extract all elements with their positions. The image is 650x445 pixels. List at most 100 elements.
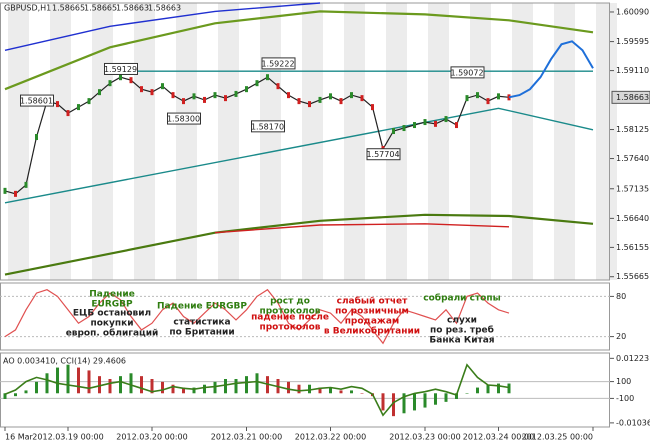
stripe: [596, 3, 617, 280]
ao-bar: [329, 387, 332, 394]
x-tick-label: 2012.03.23 00:00: [389, 433, 460, 442]
oscillator-line: [4, 288, 510, 345]
ao-bar: [35, 381, 38, 394]
news-note: собрали стопы: [423, 293, 500, 304]
price-bar: [171, 92, 175, 99]
price-bar: [192, 93, 196, 100]
price-bar: [444, 116, 448, 123]
price-bar: [203, 96, 206, 103]
news-note: Банка Китая: [429, 336, 494, 346]
price-bar: [77, 104, 80, 111]
news-note: покупки: [90, 319, 133, 329]
price-label: 1.59222: [261, 59, 294, 68]
ao-bar: [444, 393, 448, 402]
price-bar: [308, 101, 311, 108]
ao-bar: [3, 393, 7, 399]
cci-line: [4, 363, 510, 417]
price-label-box: [366, 148, 401, 161]
price-label-box: [261, 57, 296, 70]
news-note: по розничным: [335, 307, 409, 317]
ao-bar: [119, 376, 122, 394]
news-note: ЕЦБ остановил: [73, 309, 151, 319]
stripe: [302, 3, 323, 280]
price-bar: [213, 92, 217, 99]
panel-frame: [0, 282, 610, 351]
ao-bar: [360, 393, 364, 394]
price-label-box: [167, 112, 201, 125]
price-label-box: [251, 120, 285, 133]
price-bar: [108, 80, 112, 87]
stripe: [134, 3, 155, 280]
price-bar: [486, 98, 490, 105]
ao-bar: [434, 393, 437, 405]
news-note: протоколов: [259, 323, 320, 333]
news-note: падение после: [251, 313, 329, 323]
price-bar: [465, 95, 469, 102]
price-bar: [371, 104, 374, 111]
current-price: 1.58663: [616, 93, 649, 102]
price-bar: [339, 98, 343, 105]
ao-bar: [497, 383, 500, 394]
price-bar: [297, 98, 301, 105]
stripe: [512, 3, 533, 280]
channel-line: [4, 107, 594, 204]
news-note: продажам: [345, 317, 400, 327]
price-bar: [476, 92, 479, 99]
ao-bar: [350, 390, 353, 394]
x-tick-label: 2012.03.21 00:00: [211, 433, 282, 442]
y-tick-label: 1.59110: [616, 66, 649, 75]
channel-line: [4, 213, 594, 276]
ao-bar: [287, 381, 290, 394]
session-stripes: [8, 3, 617, 280]
ao-bar: [297, 384, 301, 394]
price-bar: [329, 93, 332, 100]
ao-bar: [455, 393, 458, 399]
ohlc-value: 1.58663: [116, 4, 149, 13]
ao-bar: [224, 379, 227, 394]
ao-bar: [150, 379, 154, 394]
news-note: слухи: [447, 316, 477, 326]
stripe: [344, 3, 365, 280]
price-label: 1.58170: [251, 122, 284, 131]
price-bar: [35, 134, 38, 141]
price-bar: [434, 120, 437, 127]
price-bar: [287, 92, 290, 99]
news-note: по Британии: [169, 328, 234, 338]
ao-bar: [182, 387, 185, 394]
price-label: 1.59129: [104, 65, 137, 74]
y-tick-label: -0.01036: [616, 418, 650, 427]
stripe: [218, 3, 239, 280]
channel-line: [4, 10, 594, 91]
y-tick-label: 100: [616, 377, 631, 386]
ao-bar: [339, 390, 343, 394]
news-note: Падение: [89, 290, 135, 300]
price-bar: [224, 95, 227, 102]
ao-bar: [98, 376, 101, 394]
price-bar: [507, 94, 511, 101]
y-tick-label: 1.56155: [616, 243, 649, 252]
y-tick-label: 20: [616, 332, 626, 341]
price-bar: [14, 190, 17, 197]
y-tick-label: 1.57135: [616, 184, 649, 193]
price-label: 1.59072: [450, 68, 483, 77]
price-bar: [3, 187, 7, 194]
ao-bar: [476, 387, 479, 394]
price-bar: [276, 83, 280, 90]
ao-bar: [77, 367, 80, 394]
stripe: [50, 3, 71, 280]
y-tick-label: 80: [616, 292, 626, 301]
ao-bar: [234, 379, 238, 394]
price-label-box: [20, 94, 54, 107]
ao-bar: [255, 373, 259, 394]
price-bar: [24, 181, 28, 188]
price-bar: [318, 96, 322, 103]
price-bar: [66, 110, 70, 117]
price-bar: [255, 80, 259, 87]
news-note: статистика: [173, 318, 230, 328]
ao-bar: [203, 384, 206, 394]
symbol: GBPUSD,H1: [4, 4, 51, 13]
price-bar: [413, 122, 416, 129]
news-note: протоколов: [259, 307, 320, 317]
price-bar: [140, 86, 143, 93]
